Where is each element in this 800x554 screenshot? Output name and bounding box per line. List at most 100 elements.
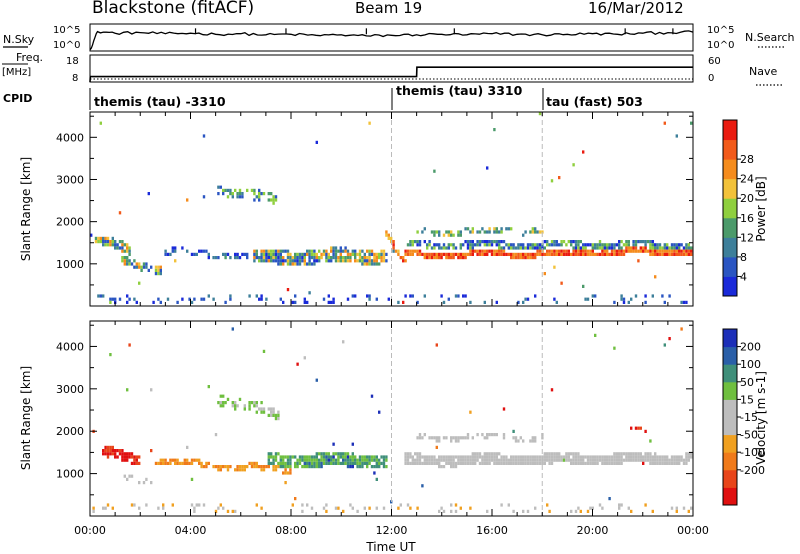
data-cell [618, 249, 621, 253]
data-cell [567, 452, 570, 456]
data-cell [272, 458, 275, 462]
data-cell [406, 452, 410, 456]
data-cell [500, 240, 503, 244]
data-cell [291, 503, 294, 507]
data-cell [279, 252, 282, 256]
data-cell [488, 455, 491, 459]
data-cell [298, 262, 302, 266]
data-cell [109, 243, 112, 247]
data-cell [217, 401, 220, 405]
data-cell [320, 461, 323, 465]
data-cell [615, 452, 618, 456]
data-cell [241, 192, 244, 196]
data-cell [253, 256, 256, 260]
data-cell [260, 249, 263, 253]
data-cell [349, 458, 352, 462]
data-cell [591, 249, 594, 253]
data-cell [570, 252, 573, 256]
data-cell [474, 243, 477, 247]
data-cell [608, 455, 611, 459]
data-cell [258, 297, 261, 301]
data-cell [102, 294, 105, 298]
data-cell [562, 455, 566, 459]
data-cell [301, 509, 304, 513]
data-cell [308, 458, 311, 462]
data-cell [260, 401, 263, 405]
data-cell [267, 198, 270, 202]
data-cell [450, 243, 453, 247]
data-cell [459, 243, 462, 247]
data-cell [649, 240, 652, 244]
data-cell [654, 246, 657, 250]
data-cell [517, 461, 520, 465]
data-cell [634, 240, 638, 244]
data-cell [265, 252, 268, 256]
data-cell [598, 246, 602, 250]
data-cell [582, 252, 585, 256]
data-cell [649, 461, 652, 465]
data-cell [601, 243, 604, 247]
data-cell [490, 243, 494, 247]
data-cell [560, 458, 563, 462]
data-cell [313, 455, 316, 459]
data-cell [92, 509, 95, 513]
data-cell [382, 461, 386, 465]
data-cell [656, 458, 659, 462]
data-cell [190, 300, 194, 304]
data-cell [303, 461, 306, 465]
data-cell [411, 461, 414, 465]
data-cell [363, 461, 366, 465]
data-cell [493, 240, 496, 244]
data-cell [279, 465, 282, 469]
data-cell [332, 455, 335, 459]
data-cell [339, 455, 342, 459]
data-cell [426, 461, 429, 465]
data-cell [334, 452, 338, 456]
data-cell [613, 249, 616, 253]
data-cell [106, 503, 110, 507]
data-cell [498, 452, 501, 456]
data-cell [426, 256, 429, 260]
data-cell [308, 465, 311, 469]
data-cell [361, 461, 364, 465]
data-cell [428, 243, 431, 247]
data-cell [284, 249, 287, 253]
data-cell [325, 259, 328, 263]
data-cell [666, 461, 669, 465]
data-cell [270, 413, 273, 417]
data-cell [339, 259, 342, 263]
data-cell [313, 458, 316, 462]
data-cell [639, 240, 642, 244]
data-cell [550, 252, 554, 256]
data-cell [615, 252, 618, 256]
data-cell [524, 461, 527, 465]
data-cell [226, 397, 230, 401]
colorbar-swatch [723, 399, 737, 418]
data-cell [531, 256, 534, 260]
data-cell [111, 236, 114, 240]
data-cell [298, 461, 302, 465]
data-cell [649, 246, 652, 250]
data-cell [512, 429, 515, 433]
data-cell [226, 195, 230, 199]
data-cell [620, 461, 623, 465]
data-cell [337, 249, 340, 253]
data-cell [344, 455, 347, 459]
data-cell [613, 243, 616, 247]
data-cell [651, 509, 654, 513]
data-cell [450, 458, 453, 462]
data-cell [332, 297, 335, 301]
nsearch-label: N.Search [745, 31, 795, 44]
data-cell [397, 252, 400, 256]
data-cell [313, 259, 316, 263]
data-cell [670, 458, 674, 462]
y-tick-label: 2000 [56, 425, 84, 438]
data-cell [685, 246, 688, 250]
data-cell [349, 256, 352, 260]
data-cell [584, 243, 587, 247]
data-cell [104, 449, 107, 453]
data-cell [164, 458, 167, 462]
data-cell [457, 455, 460, 459]
data-cell [584, 297, 587, 301]
